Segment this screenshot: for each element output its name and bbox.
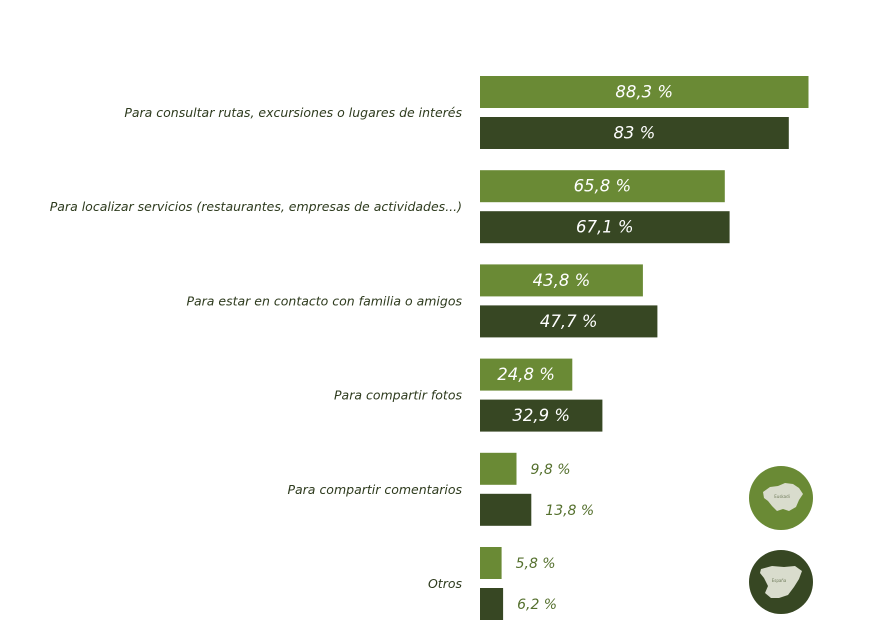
basque-country-map-icon (763, 483, 803, 511)
bar-series-1 (480, 76, 809, 108)
bar-series-1 (480, 264, 643, 297)
category-label: Para compartir comentarios (287, 482, 462, 497)
data-label: 5,8 % (516, 556, 556, 572)
legend-badge-espana: España (749, 550, 813, 614)
data-label: 43,8 % (533, 271, 591, 290)
bar-series-2 (480, 211, 730, 244)
bar-series-2 (480, 117, 789, 149)
bars-layer: Para consultar rutas, excursiones o luga… (50, 76, 809, 620)
bar-series-2 (480, 493, 532, 526)
data-label: 9,8 % (531, 462, 571, 478)
data-label: 65,8 % (574, 177, 632, 196)
legend-espana-text: España (772, 578, 787, 583)
bar-series-2 (480, 305, 658, 338)
category-label: Para compartir fotos (334, 388, 462, 403)
data-label: 6,2 % (517, 597, 557, 613)
bar-series-2 (480, 399, 603, 432)
data-label: 13,8 % (545, 503, 594, 519)
bar-series-1 (480, 358, 573, 391)
category-label: Otros (428, 576, 463, 591)
data-label: 67,1 % (576, 218, 634, 237)
category-label: Para localizar servicios (restaurantes, … (50, 199, 462, 214)
data-label: 32,9 % (512, 406, 570, 425)
data-label: 47,7 % (540, 312, 598, 331)
data-label: 83 % (613, 124, 655, 143)
bar-series-1 (480, 547, 502, 579)
spain-map-icon (760, 566, 802, 598)
category-label: Para consultar rutas, excursiones o luga… (124, 105, 462, 120)
legend-euskadi-text: Euskadi (774, 494, 790, 499)
bar-series-1 (480, 170, 725, 203)
legend-badge-euskadi: Euskadi (749, 466, 813, 530)
data-label: 88,3 % (615, 83, 673, 102)
category-label: Para estar en contacto con familia o ami… (186, 293, 462, 308)
bar-series-2 (480, 588, 504, 620)
bar-series-1 (480, 452, 517, 485)
data-label: 24,8 % (497, 365, 555, 384)
